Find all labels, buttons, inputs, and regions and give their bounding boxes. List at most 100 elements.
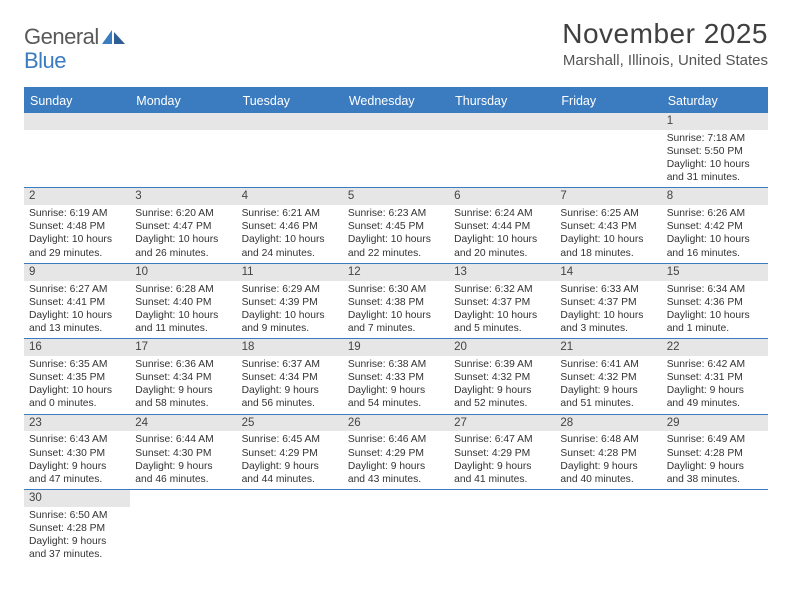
location: Marshall, Illinois, United States bbox=[562, 52, 768, 69]
day-cell: 4Sunrise: 6:21 AMSunset: 4:46 PMDaylight… bbox=[237, 188, 343, 262]
page: General November 2025 Marshall, Illinois… bbox=[0, 0, 792, 576]
sunset-text: Sunset: 4:40 PM bbox=[135, 296, 231, 309]
day-cell: 28Sunrise: 6:48 AMSunset: 4:28 PMDayligh… bbox=[555, 415, 661, 489]
empty-cell bbox=[343, 490, 449, 564]
sunrise-text: Sunrise: 6:29 AM bbox=[242, 283, 338, 296]
sunset-text: Sunset: 5:50 PM bbox=[667, 145, 763, 158]
week-row: 23Sunrise: 6:43 AMSunset: 4:30 PMDayligh… bbox=[24, 415, 768, 490]
day-cell: 24Sunrise: 6:44 AMSunset: 4:30 PMDayligh… bbox=[130, 415, 236, 489]
empty-daynum-bar bbox=[237, 113, 343, 130]
sunset-text: Sunset: 4:39 PM bbox=[242, 296, 338, 309]
day-cell: 21Sunrise: 6:41 AMSunset: 4:32 PMDayligh… bbox=[555, 339, 661, 413]
dl1-text: Daylight: 9 hours bbox=[667, 384, 763, 397]
sunrise-text: Sunrise: 6:38 AM bbox=[348, 358, 444, 371]
day-number: 22 bbox=[662, 339, 768, 356]
dl2-text: and 31 minutes. bbox=[667, 171, 763, 184]
empty-cell bbox=[130, 113, 236, 187]
day-cell: 9Sunrise: 6:27 AMSunset: 4:41 PMDaylight… bbox=[24, 264, 130, 338]
sunset-text: Sunset: 4:37 PM bbox=[454, 296, 550, 309]
day-header: Monday bbox=[130, 89, 236, 113]
week-row: 30Sunrise: 6:50 AMSunset: 4:28 PMDayligh… bbox=[24, 490, 768, 564]
dl2-text: and 5 minutes. bbox=[454, 322, 550, 335]
dl2-text: and 56 minutes. bbox=[242, 397, 338, 410]
dl2-text: and 0 minutes. bbox=[29, 397, 125, 410]
sunset-text: Sunset: 4:32 PM bbox=[454, 371, 550, 384]
sunset-text: Sunset: 4:30 PM bbox=[135, 447, 231, 460]
day-cell: 12Sunrise: 6:30 AMSunset: 4:38 PMDayligh… bbox=[343, 264, 449, 338]
dl2-text: and 51 minutes. bbox=[560, 397, 656, 410]
sunrise-text: Sunrise: 6:47 AM bbox=[454, 433, 550, 446]
day-number: 6 bbox=[449, 188, 555, 205]
day-number: 29 bbox=[662, 415, 768, 432]
day-number: 26 bbox=[343, 415, 449, 432]
title-block: November 2025 Marshall, Illinois, United… bbox=[562, 18, 768, 69]
sunrise-text: Sunrise: 6:25 AM bbox=[560, 207, 656, 220]
day-cell: 11Sunrise: 6:29 AMSunset: 4:39 PMDayligh… bbox=[237, 264, 343, 338]
dl2-text: and 13 minutes. bbox=[29, 322, 125, 335]
dl2-text: and 16 minutes. bbox=[667, 247, 763, 260]
dl2-text: and 54 minutes. bbox=[348, 397, 444, 410]
dl1-text: Daylight: 10 hours bbox=[667, 233, 763, 246]
sunrise-text: Sunrise: 6:27 AM bbox=[29, 283, 125, 296]
week-row: 2Sunrise: 6:19 AMSunset: 4:48 PMDaylight… bbox=[24, 188, 768, 263]
day-number: 1 bbox=[662, 113, 768, 130]
dl1-text: Daylight: 10 hours bbox=[667, 309, 763, 322]
sunset-text: Sunset: 4:34 PM bbox=[135, 371, 231, 384]
day-header-row: SundayMondayTuesdayWednesdayThursdayFrid… bbox=[24, 89, 768, 113]
day-cell: 18Sunrise: 6:37 AMSunset: 4:34 PMDayligh… bbox=[237, 339, 343, 413]
sail-icon bbox=[101, 28, 127, 46]
sunset-text: Sunset: 4:32 PM bbox=[560, 371, 656, 384]
sunrise-text: Sunrise: 6:46 AM bbox=[348, 433, 444, 446]
sunrise-text: Sunrise: 6:45 AM bbox=[242, 433, 338, 446]
sunset-text: Sunset: 4:34 PM bbox=[242, 371, 338, 384]
dl2-text: and 58 minutes. bbox=[135, 397, 231, 410]
dl2-text: and 29 minutes. bbox=[29, 247, 125, 260]
dl1-text: Daylight: 9 hours bbox=[242, 460, 338, 473]
empty-cell bbox=[555, 490, 661, 564]
sunset-text: Sunset: 4:36 PM bbox=[667, 296, 763, 309]
empty-cell bbox=[343, 113, 449, 187]
empty-daynum-bar bbox=[130, 113, 236, 130]
sunrise-text: Sunrise: 6:42 AM bbox=[667, 358, 763, 371]
sunset-text: Sunset: 4:28 PM bbox=[667, 447, 763, 460]
day-header: Tuesday bbox=[237, 89, 343, 113]
day-number: 18 bbox=[237, 339, 343, 356]
sunset-text: Sunset: 4:29 PM bbox=[454, 447, 550, 460]
sunset-text: Sunset: 4:28 PM bbox=[560, 447, 656, 460]
day-cell: 29Sunrise: 6:49 AMSunset: 4:28 PMDayligh… bbox=[662, 415, 768, 489]
sunset-text: Sunset: 4:35 PM bbox=[29, 371, 125, 384]
empty-daynum-bar bbox=[343, 113, 449, 130]
sunset-text: Sunset: 4:42 PM bbox=[667, 220, 763, 233]
dl1-text: Daylight: 9 hours bbox=[242, 384, 338, 397]
dl1-text: Daylight: 10 hours bbox=[560, 309, 656, 322]
day-cell: 5Sunrise: 6:23 AMSunset: 4:45 PMDaylight… bbox=[343, 188, 449, 262]
sunrise-text: Sunrise: 6:49 AM bbox=[667, 433, 763, 446]
sunrise-text: Sunrise: 6:36 AM bbox=[135, 358, 231, 371]
day-number: 3 bbox=[130, 188, 236, 205]
day-cell: 17Sunrise: 6:36 AMSunset: 4:34 PMDayligh… bbox=[130, 339, 236, 413]
dl1-text: Daylight: 10 hours bbox=[135, 309, 231, 322]
dl2-text: and 20 minutes. bbox=[454, 247, 550, 260]
sunrise-text: Sunrise: 6:23 AM bbox=[348, 207, 444, 220]
dl1-text: Daylight: 9 hours bbox=[667, 460, 763, 473]
day-header: Friday bbox=[555, 89, 661, 113]
logo-text-blue: Blue bbox=[24, 48, 66, 73]
dl2-text: and 49 minutes. bbox=[667, 397, 763, 410]
empty-cell bbox=[237, 490, 343, 564]
sunrise-text: Sunrise: 6:35 AM bbox=[29, 358, 125, 371]
empty-cell bbox=[555, 113, 661, 187]
dl2-text: and 40 minutes. bbox=[560, 473, 656, 486]
day-cell: 1Sunrise: 7:18 AMSunset: 5:50 PMDaylight… bbox=[662, 113, 768, 187]
day-cell: 25Sunrise: 6:45 AMSunset: 4:29 PMDayligh… bbox=[237, 415, 343, 489]
sunrise-text: Sunrise: 6:44 AM bbox=[135, 433, 231, 446]
logo-text-general: General bbox=[24, 24, 99, 50]
dl1-text: Daylight: 10 hours bbox=[29, 384, 125, 397]
dl2-text: and 7 minutes. bbox=[348, 322, 444, 335]
empty-cell bbox=[662, 490, 768, 564]
day-header: Saturday bbox=[662, 89, 768, 113]
dl2-text: and 22 minutes. bbox=[348, 247, 444, 260]
sunrise-text: Sunrise: 6:30 AM bbox=[348, 283, 444, 296]
dl2-text: and 46 minutes. bbox=[135, 473, 231, 486]
day-number: 8 bbox=[662, 188, 768, 205]
dl1-text: Daylight: 9 hours bbox=[135, 460, 231, 473]
